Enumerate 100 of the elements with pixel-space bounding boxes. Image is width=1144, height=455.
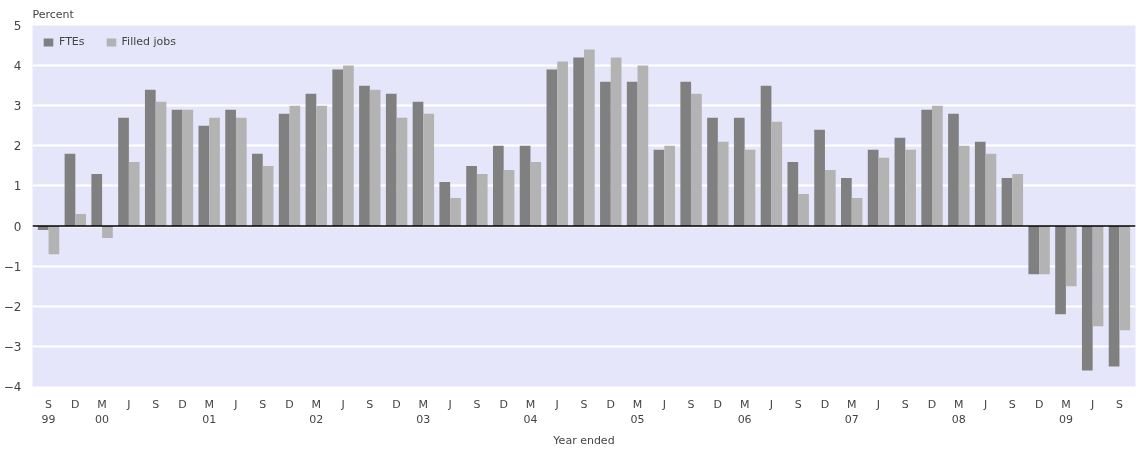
bar — [530, 161, 542, 227]
bar — [1092, 226, 1104, 327]
bar — [439, 181, 451, 227]
x-tick-label: S — [1008, 397, 1016, 411]
bar — [1119, 226, 1131, 331]
bar — [707, 117, 718, 227]
bar — [102, 226, 113, 239]
bar — [118, 117, 129, 227]
x-tick-label: S — [687, 397, 695, 411]
bar — [921, 109, 933, 227]
bar — [546, 69, 558, 227]
bar — [787, 161, 799, 227]
bar — [171, 109, 183, 227]
bar — [289, 105, 301, 227]
x-axis-title: Year ended — [552, 434, 615, 448]
bar — [75, 214, 87, 227]
x-tick-label: J — [447, 397, 452, 411]
bar — [1081, 226, 1093, 371]
bar — [867, 149, 879, 227]
bar — [91, 173, 103, 227]
x-tick-label: J — [1090, 397, 1095, 411]
bar — [519, 145, 531, 227]
x-tick-label: D — [71, 397, 80, 411]
x-tick-label: M 09 — [1058, 397, 1073, 427]
bar — [717, 141, 729, 227]
bar — [894, 137, 906, 227]
bar — [182, 109, 194, 227]
x-tick-label: D — [499, 397, 508, 411]
bar — [1108, 226, 1120, 367]
x-tick-label: S — [473, 397, 481, 411]
x-tick-label: J — [126, 397, 131, 411]
x-tick-label: S — [1115, 397, 1123, 411]
bar — [664, 145, 676, 227]
bar — [1055, 226, 1066, 315]
bar — [600, 81, 611, 227]
bar — [1001, 177, 1013, 227]
x-tick-label: D — [178, 397, 187, 411]
x-tick-label: J — [875, 397, 881, 411]
bar — [385, 93, 397, 227]
x-tick-label: D — [713, 397, 723, 411]
bar — [305, 93, 317, 227]
bar — [878, 157, 890, 227]
bar — [905, 149, 916, 227]
x-tick-label: M 06 — [737, 397, 752, 427]
y-tick-label: 5 — [13, 19, 22, 33]
y-tick-label: 3 — [13, 99, 22, 114]
x-tick-label: S 99 — [41, 397, 56, 427]
y-tick-label: −4 — [3, 380, 22, 394]
bar — [626, 81, 638, 227]
x-tick-label: M 03 — [416, 397, 431, 427]
bar — [985, 153, 997, 227]
bar — [466, 165, 477, 227]
y-axis-title: Percent — [32, 7, 75, 21]
bar — [343, 65, 354, 227]
bar — [744, 149, 756, 227]
x-tick-label: M 07 — [844, 397, 859, 427]
bar — [1012, 173, 1024, 227]
x-tick-label: D — [285, 397, 294, 411]
bar — [760, 85, 772, 227]
bar — [198, 125, 210, 227]
bar — [359, 85, 370, 227]
y-tick-label: 0 — [13, 219, 22, 234]
bar — [851, 197, 863, 227]
bar — [691, 93, 702, 227]
bar — [476, 173, 488, 227]
x-tick-label: M 00 — [95, 397, 110, 427]
bar — [209, 117, 220, 227]
bar — [1039, 226, 1050, 275]
bar — [653, 149, 665, 227]
bar — [948, 113, 959, 227]
bar — [412, 101, 424, 227]
x-tick-label: J — [768, 397, 774, 411]
bar — [771, 121, 783, 227]
x-tick-label: D — [606, 397, 616, 411]
bar — [610, 57, 622, 227]
bar — [1065, 226, 1077, 287]
bar — [637, 65, 649, 227]
x-tick-label: S — [366, 397, 374, 411]
bar — [958, 145, 970, 227]
x-tick-label: J — [340, 397, 345, 411]
bar — [369, 89, 381, 227]
bar — [262, 165, 274, 227]
bar — [492, 145, 504, 227]
x-tick-label: S — [901, 397, 909, 411]
bar — [814, 129, 825, 227]
bar — [557, 61, 568, 227]
bar — [396, 117, 408, 227]
bar — [225, 109, 236, 227]
bar — [1028, 226, 1040, 275]
x-tick-label: D — [820, 397, 830, 411]
bar — [573, 57, 584, 227]
bar — [680, 81, 692, 227]
bar — [423, 113, 435, 227]
legend-label: FTEs — [59, 35, 85, 48]
bar — [932, 105, 943, 227]
bar — [841, 177, 852, 227]
x-tick-label: M 02 — [309, 397, 324, 427]
bar — [824, 169, 836, 227]
legend-label: Filled jobs — [121, 35, 176, 48]
y-tick-label: 4 — [13, 59, 22, 74]
